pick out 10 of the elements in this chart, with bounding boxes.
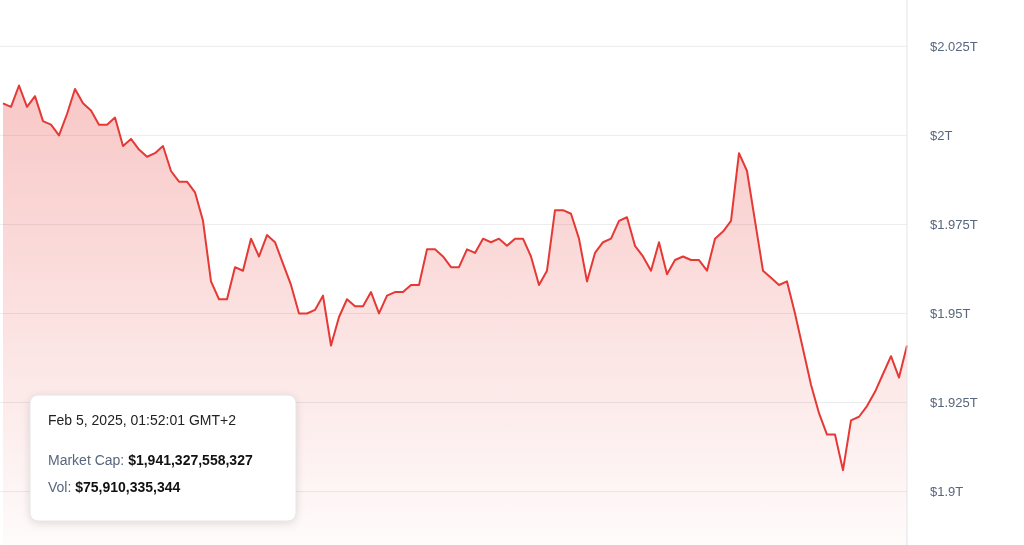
- y-tick-label: $2.025T: [930, 38, 978, 54]
- y-tick-label: $1.9T: [930, 484, 964, 500]
- tooltip-card: Feb 5, 2025, 01:52:01 GMT+2 Market Cap: $1,941,327,558,327 Vol: $75,910,335,344: [29, 394, 297, 522]
- y-tick-label: $1.925T: [930, 395, 978, 411]
- y-tick-label: $1.95T: [930, 306, 971, 322]
- y-tick-label: $2T: [930, 127, 953, 143]
- annotation: Market Cap: $1,941,327,558,327: [48, 452, 253, 468]
- y-tick-label: $1.975T: [930, 216, 978, 232]
- annotation: Vol: $75,910,335,344: [48, 479, 181, 495]
- annotation: Feb 5, 2025, 01:52:01 GMT+2: [48, 412, 237, 428]
